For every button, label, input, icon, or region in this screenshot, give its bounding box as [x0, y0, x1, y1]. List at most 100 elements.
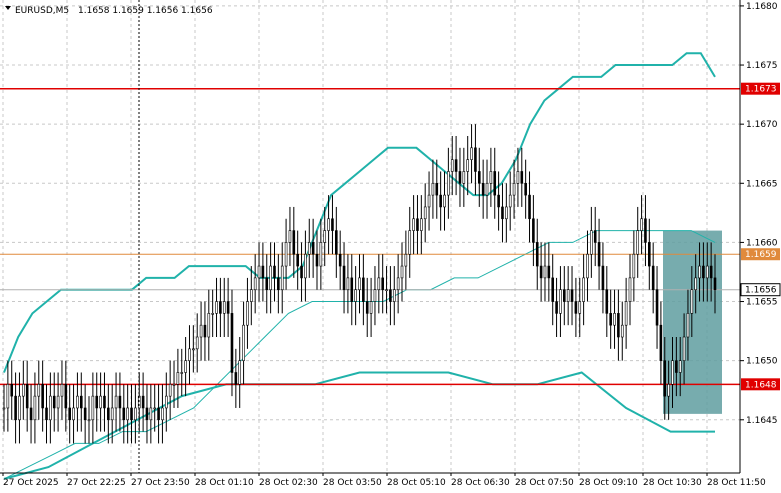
candle-body-38: [149, 407, 153, 421]
candle-body-10: [41, 384, 44, 409]
candle-body-41: [161, 407, 164, 421]
candle-body-140: [543, 265, 547, 279]
candle-body-146: [566, 289, 570, 302]
candle-body-68: [265, 277, 269, 291]
candles: [2, 124, 717, 444]
candle-body-183: [709, 265, 713, 279]
candle-body-149: [578, 301, 582, 314]
candle-body-111: [431, 182, 435, 196]
candle-body-98: [381, 277, 384, 291]
candle-body-108: [420, 218, 423, 231]
candle-body-74: [288, 230, 292, 243]
candle-body-78: [304, 253, 307, 279]
candle-body-176: [682, 336, 686, 361]
candle-body-166: [644, 218, 647, 243]
candle-body-29: [114, 395, 118, 409]
candle-body-181: [702, 265, 705, 279]
time-tick-label-4: 28 Oct 02:30: [259, 478, 318, 488]
candle-body-170: [659, 324, 663, 361]
level-label-bg-0: [741, 82, 780, 95]
candle-body-135: [524, 182, 527, 196]
candle-body-123: [477, 171, 481, 184]
candle-body-27: [107, 407, 110, 421]
candle-body-26: [103, 395, 106, 409]
candle-body-84: [327, 218, 330, 231]
candle-body-90: [350, 277, 354, 302]
candle-body-33: [130, 407, 133, 421]
candle-body-116: [450, 159, 454, 172]
candle-body-132: [512, 182, 516, 196]
candle-body-110: [427, 194, 431, 208]
candle-body-184: [713, 277, 717, 291]
candle-body-19: [76, 395, 79, 409]
candle-body-87: [338, 253, 342, 267]
candle-body-25: [99, 395, 102, 409]
horizontal-levels[interactable]: 1.1673 1.1648 1.1659 1.1656: [0, 82, 781, 391]
candle-body-86: [335, 230, 338, 255]
candle-body-120: [466, 159, 469, 172]
bid-label: 1.1659: [745, 250, 777, 260]
level-label-0: 1.1673: [745, 85, 777, 95]
candle-body-4: [18, 395, 21, 421]
candle-body-127: [493, 171, 497, 196]
candle-body-83: [323, 230, 327, 243]
candle-body-142: [551, 277, 555, 302]
candle-body-126: [489, 171, 493, 184]
candle-body-11: [45, 407, 48, 421]
candle-body-79: [307, 242, 311, 255]
chart-dropdown-icon[interactable]: [5, 6, 11, 10]
candle-body-53: [207, 313, 211, 338]
candle-body-159: [617, 313, 620, 338]
candle-body-144: [559, 289, 562, 314]
candle-body-100: [389, 289, 392, 302]
candle-body-117: [454, 159, 458, 172]
candle-body-31: [122, 407, 126, 421]
time-tick-label-10: 28 Oct 10:30: [643, 478, 702, 488]
candle-body-65: [253, 277, 257, 291]
candle-body-48: [188, 348, 191, 361]
candle-body-148: [574, 301, 578, 314]
candle-body-162: [628, 277, 632, 302]
candle-body-44: [172, 384, 176, 386]
candle-body-152: [590, 230, 593, 255]
time-tick-label-2: 27 Oct 23:50: [131, 478, 190, 488]
candle-body-158: [613, 313, 616, 326]
candle-body-64: [250, 289, 253, 302]
candle-body-130: [505, 206, 508, 220]
candle-body-171: [663, 360, 667, 397]
candle-body-143: [555, 301, 558, 314]
candle-body-180: [698, 265, 701, 279]
candle-body-92: [358, 277, 361, 291]
candle-body-54: [211, 313, 214, 315]
candle-body-155: [601, 265, 605, 291]
candle-body-160: [620, 324, 624, 338]
candle-body-15: [60, 384, 64, 397]
candle-body-52: [203, 324, 207, 338]
candle-body-69: [269, 265, 272, 291]
grid: [0, 0, 740, 473]
candle-body-161: [624, 301, 628, 326]
price-tick-label-0: 1.1680: [746, 2, 778, 12]
candle-body-145: [562, 289, 566, 302]
candle-body-51: [199, 324, 203, 338]
candle-body-105: [408, 230, 412, 255]
bid-label-bg: [741, 248, 780, 261]
time-tick-label-6: 28 Oct 05:10: [387, 478, 446, 488]
candle-body-1: [6, 384, 10, 409]
candle-body-59: [230, 313, 234, 373]
candle-body-175: [678, 360, 682, 373]
time-tick-label-11: 28 Oct 11:50: [707, 478, 766, 488]
candle-body-66: [257, 265, 261, 279]
candle-body-138: [535, 242, 539, 267]
candle-body-167: [648, 242, 651, 267]
candle-body-141: [547, 265, 551, 279]
candle-body-13: [52, 395, 56, 409]
candle-body-20: [79, 395, 83, 409]
candle-body-115: [447, 171, 450, 196]
candle-body-133: [516, 171, 520, 184]
candle-body-164: [636, 230, 640, 255]
